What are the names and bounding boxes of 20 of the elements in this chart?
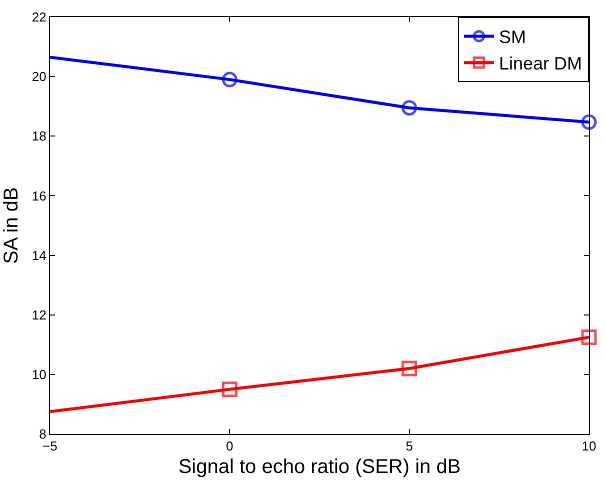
y-axis-title: SA in dB [0,187,22,264]
x-tick-label: 0 [226,438,234,454]
point [402,360,418,376]
y-tick-label: 20 [32,69,46,84]
legend-label: Linear DM [499,54,582,74]
y-tick-label: 12 [32,307,46,322]
point [402,100,418,116]
x-axis-title: Signal to echo ratio (SER) in dB [178,456,461,478]
point [222,72,238,88]
y-tick-label: 10 [32,366,46,382]
legend-label: SM [499,27,526,48]
y-tick-label: 16 [32,188,46,204]
y-tick-label: 18 [32,128,46,144]
point [581,114,597,130]
y-tick-label: 22 [32,10,46,25]
point [581,329,597,345]
point [222,382,238,398]
y-tick-label: 14 [32,248,46,263]
x-tick-label: 10 [582,438,596,454]
x-tick-label: 5 [406,438,413,454]
